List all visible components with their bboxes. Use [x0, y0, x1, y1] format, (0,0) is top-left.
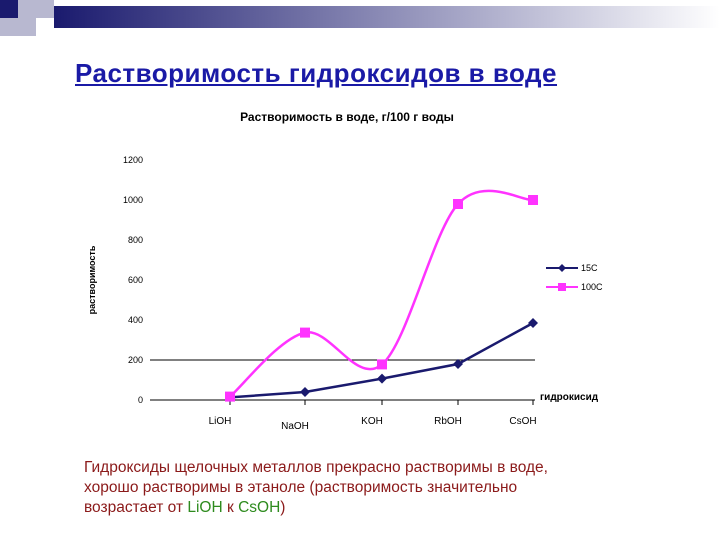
x-tick-label: CsOH [509, 416, 536, 427]
title-decoration [0, 0, 720, 36]
y-tick-label: 600 [128, 275, 143, 285]
x-tick-label: KOH [361, 416, 383, 427]
y-tick-label: 0 [138, 395, 143, 405]
y-tick-label: 200 [128, 355, 143, 365]
y-tick-label: 1000 [123, 195, 143, 205]
description-line: Гидроксиды щелочных металлов прекрасно р… [84, 459, 548, 476]
chart-title: Растворимость в воде, г/100 г воды [240, 110, 454, 124]
data-point-15C [453, 359, 463, 369]
description-line: хорошо растворимы в этаноле (растворимос… [84, 479, 518, 496]
legend-marker [558, 283, 566, 291]
x-tick-label: RbOH [434, 416, 462, 427]
decor-square [18, 0, 36, 18]
y-tick-label: 1200 [123, 155, 143, 165]
decor-square [0, 18, 18, 36]
data-point-100C [377, 359, 387, 370]
decor-square [18, 18, 36, 36]
data-point-100C [300, 327, 310, 338]
formula-from: LiOH [187, 499, 223, 516]
solubility-line-chart: Растворимость в воде, г/100 г воды 0 200 4… [87, 110, 603, 432]
y-tick-label: 800 [128, 235, 143, 245]
data-point-15C [300, 387, 310, 397]
data-point-100C [453, 199, 463, 209]
data-point-100C [225, 391, 235, 402]
description-connector: к [227, 499, 234, 516]
legend-marker [558, 264, 566, 272]
description-text: Гидроксиды щелочных металлов прекрасно р… [84, 458, 684, 518]
slide-title: Растворимость гидроксидов в воде [75, 58, 558, 88]
y-tick-label: 400 [128, 315, 143, 325]
description-line-prefix: возрастает от [84, 499, 184, 516]
x-axis-label: гидрокисид [540, 392, 599, 403]
description-suffix: ) [280, 499, 286, 516]
data-point-15C [377, 373, 387, 384]
y-axis-label: растворимость [87, 245, 97, 314]
decor-square [36, 0, 54, 18]
legend-label: 100C [581, 282, 603, 292]
legend-label: 15C [581, 263, 598, 273]
data-point-100C [528, 195, 538, 205]
decor-square [0, 0, 18, 18]
decor-gradient-bar [54, 6, 720, 28]
x-tick-label: NaOH [281, 421, 309, 432]
formula-to: CsOH [238, 499, 281, 516]
data-point-15C [528, 318, 538, 328]
description-line: возрастает от LiOH к CsOH) [84, 498, 684, 518]
x-tick-label: LiOH [209, 416, 232, 427]
